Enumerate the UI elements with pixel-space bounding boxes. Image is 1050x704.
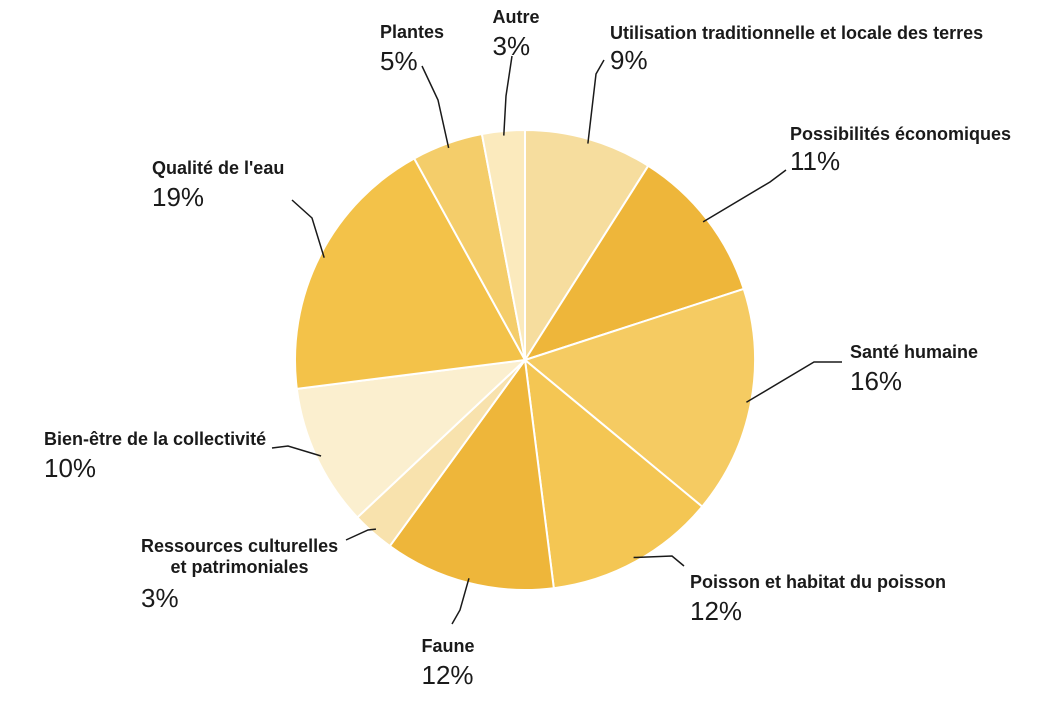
slice-label-name: Possibilités économiques xyxy=(790,124,1011,145)
leader-line xyxy=(703,170,786,222)
slice-label-pct: 5% xyxy=(380,47,418,77)
pie-chart-container: Utilisation traditionnelle et locale des… xyxy=(0,0,1050,704)
slice-label-pct: 12% xyxy=(422,661,474,691)
leader-line xyxy=(588,60,604,144)
slice-label-pct: 16% xyxy=(850,367,902,397)
slice-label-pct: 19% xyxy=(152,183,204,213)
slice-label-name: Qualité de l'eau xyxy=(152,158,284,179)
leader-line xyxy=(634,556,684,566)
leader-line xyxy=(452,578,469,624)
slice-label-pct: 9% xyxy=(610,46,648,76)
leader-line xyxy=(422,66,449,148)
leader-line xyxy=(746,362,842,402)
slice-label-name: Autre xyxy=(493,7,540,28)
slice-label-name: Faune xyxy=(422,636,475,657)
slice-label-name: Plantes xyxy=(380,22,444,43)
leader-line xyxy=(504,56,512,136)
slice-label-name: Ressources culturelleset patrimoniales xyxy=(141,536,338,577)
slice-label-pct: 10% xyxy=(44,454,96,484)
slice-label-pct: 11% xyxy=(790,147,840,177)
slice-label-pct: 12% xyxy=(690,597,742,627)
slice-label-pct: 3% xyxy=(493,32,531,62)
slice-label-name: Utilisation traditionnelle et locale des… xyxy=(610,23,983,44)
slice-label-name: Bien-être de la collectivité xyxy=(44,429,266,450)
slice-label-pct: 3% xyxy=(141,584,179,614)
slice-label-name: Poisson et habitat du poisson xyxy=(690,572,946,593)
leader-line xyxy=(292,200,324,258)
slice-label-name: Santé humaine xyxy=(850,342,978,363)
